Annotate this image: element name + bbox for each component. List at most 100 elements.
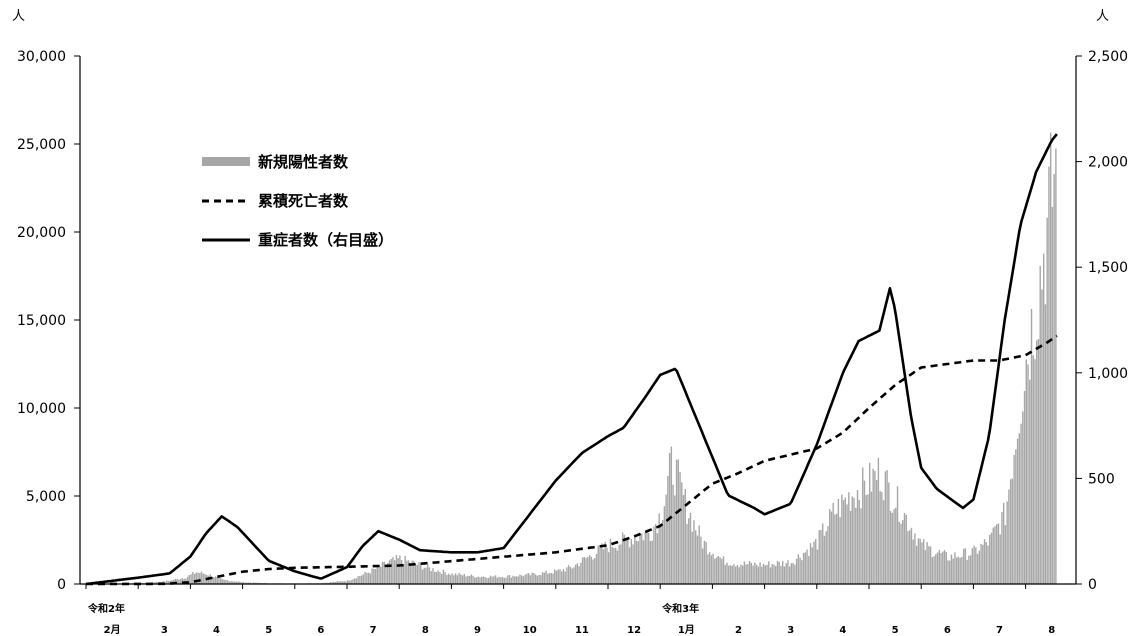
new-cases-bar <box>218 577 220 584</box>
new-cases-bar <box>855 507 857 584</box>
new-cases-bar <box>378 566 380 584</box>
new-cases-bar <box>743 561 746 584</box>
new-cases-bar <box>393 560 396 584</box>
new-cases-bar <box>853 497 855 584</box>
new-cases-bar <box>176 578 178 584</box>
new-cases-bar <box>1015 449 1017 584</box>
new-cases-bar <box>726 562 728 584</box>
new-cases-bar <box>959 557 961 584</box>
new-cases-bar <box>602 549 605 584</box>
new-cases-bar <box>656 533 659 584</box>
new-cases-bar <box>832 502 834 584</box>
new-cases-bar <box>700 536 702 584</box>
new-cases-bar <box>188 575 191 584</box>
new-cases-bar <box>413 560 415 584</box>
month-label: 3 <box>787 625 794 636</box>
new-cases-bar <box>670 446 673 584</box>
new-cases-bar <box>390 559 392 584</box>
new-cases-bar <box>689 512 692 584</box>
new-cases-bar <box>801 560 803 584</box>
year-label: 令和3年 <box>661 602 699 615</box>
new-cases-bar <box>521 575 523 584</box>
new-cases-bar <box>489 575 492 584</box>
new-cases-bar <box>174 578 177 584</box>
new-cases-bar <box>347 580 349 584</box>
new-cases-bar <box>578 566 580 584</box>
new-cases-bar <box>745 564 747 584</box>
new-cases-bar <box>735 566 737 584</box>
new-cases-bar <box>990 532 993 584</box>
new-cases-bar <box>588 554 591 584</box>
new-cases-bar <box>691 531 693 584</box>
new-cases-bar <box>604 541 606 584</box>
new-cases-bar <box>1027 364 1029 584</box>
new-cases-bar <box>900 523 902 584</box>
new-cases-bar <box>851 496 853 584</box>
month-label: 6 <box>317 625 324 636</box>
new-cases-bar <box>548 573 551 584</box>
new-cases-bar <box>964 548 967 584</box>
new-cases-bar <box>552 573 554 584</box>
new-cases-bar <box>338 581 340 584</box>
new-cases-bar <box>595 553 598 584</box>
new-cases-bar <box>705 541 707 584</box>
new-cases-bar <box>533 573 535 584</box>
new-cases-bar <box>708 552 711 584</box>
new-cases-bar <box>741 565 744 584</box>
new-cases-bar <box>921 542 923 584</box>
new-cases-bar <box>848 492 850 584</box>
new-cases-bar <box>221 579 224 584</box>
new-cases-bar <box>204 573 206 584</box>
new-cases-bar <box>1049 132 1052 584</box>
month-label: 5 <box>892 625 899 636</box>
new-cases-bar <box>500 577 502 584</box>
new-cases-bar <box>940 553 942 584</box>
new-cases-bar <box>919 538 921 584</box>
new-cases-bar <box>945 551 947 584</box>
month-label: 1月 <box>678 624 695 636</box>
new-cases-bar <box>1036 340 1038 584</box>
new-cases-bar <box>813 541 815 584</box>
new-cases-bar <box>383 561 385 584</box>
new-cases-bar <box>740 564 742 584</box>
new-cases-bar <box>863 480 866 584</box>
new-cases-bar <box>576 563 579 584</box>
new-cases-bar <box>997 523 1000 584</box>
new-cases-bar <box>733 564 735 584</box>
new-cases-bar <box>463 573 465 584</box>
new-cases-bar <box>912 539 914 584</box>
new-cases-bar <box>366 572 368 584</box>
new-cases-bar <box>755 564 758 584</box>
left-axis-unit: 人 <box>12 9 25 24</box>
new-cases-bar <box>1025 359 1027 584</box>
left-tick-label: 15,000 <box>17 313 66 329</box>
month-label: 7 <box>370 625 377 636</box>
new-cases-bar <box>905 514 907 584</box>
new-cases-bar <box>193 573 196 584</box>
new-cases-bar <box>507 575 509 584</box>
new-cases-bar <box>714 558 716 584</box>
new-cases-bar <box>592 559 594 584</box>
new-cases-bar <box>246 582 248 584</box>
new-cases-bar <box>816 549 819 584</box>
new-cases-bar <box>822 523 824 584</box>
new-cases-bar <box>874 470 876 584</box>
new-cases-bar <box>895 507 897 584</box>
new-cases-bar <box>712 553 714 584</box>
new-cases-bar <box>620 544 622 584</box>
new-cases-bar <box>954 552 956 584</box>
new-cases-bar <box>985 542 987 584</box>
new-cases-bar <box>949 560 951 584</box>
new-cases-bar <box>447 573 450 584</box>
new-cases-bar <box>888 482 890 584</box>
new-cases-bar <box>1032 355 1034 584</box>
new-cases-bar <box>249 582 251 584</box>
new-cases-bar <box>166 580 168 584</box>
new-cases-bar <box>594 557 596 584</box>
new-cases-bar <box>439 572 441 584</box>
legend-label-severe-cases: 重症者数（右目盛） <box>258 231 393 249</box>
legend-label-cumulative-deaths: 累積死亡者数 <box>258 192 349 210</box>
new-cases-bar <box>634 537 636 584</box>
new-cases-bar <box>200 571 203 584</box>
new-cases-bar <box>968 555 970 584</box>
